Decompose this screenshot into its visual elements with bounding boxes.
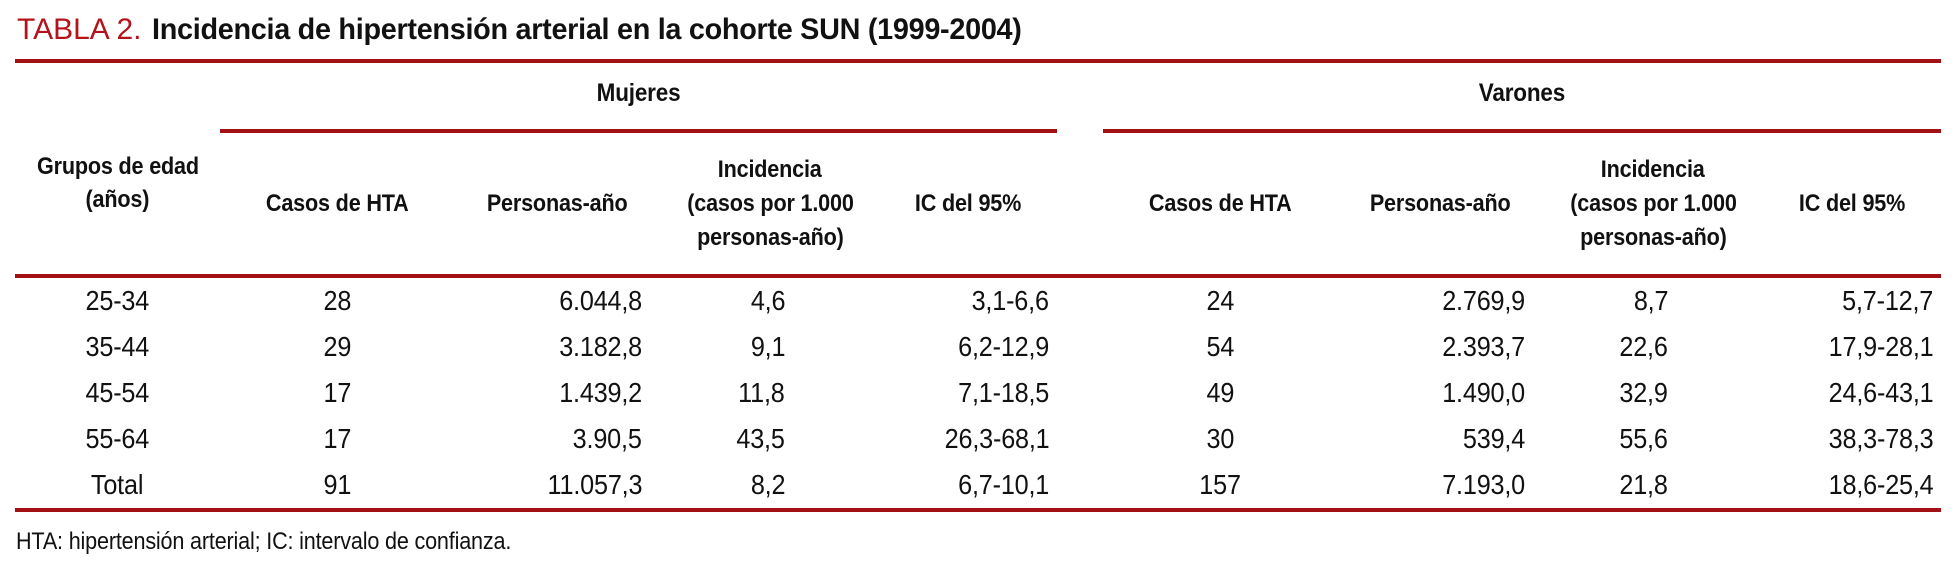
cell-varones-incidencia: 55,6 (1619, 423, 1669, 454)
cell-mujeres-casos: 28 (323, 285, 352, 316)
footnote-text: HTA: hipertensión arterial; IC: interval… (16, 528, 512, 555)
cell-mujeres-incidencia: 11,8 (738, 377, 786, 408)
col-header-label: (casos por 1.000 (1569, 189, 1737, 217)
cell-mujeres-personas: 3.90,5 (573, 423, 642, 454)
table-number-label: TABLA 2. (17, 12, 142, 46)
col-header-label: Personas-año (487, 189, 628, 217)
cell-age-group: 35-44 (85, 331, 150, 362)
cell-varones-incidencia: 22,6 (1619, 331, 1669, 362)
cell-varones-ic: 17,9-28,1 (1828, 331, 1934, 362)
cell-mujeres-ic: 3,1-6,6 (971, 285, 1050, 316)
cell-gap (1057, 324, 1103, 370)
cell-varones-incidencia: 21,8 (1619, 469, 1669, 500)
group-gap (1057, 63, 1104, 278)
cell-varones-personas: 539,4 (1462, 423, 1526, 454)
cell-age-group: 45-54 (85, 377, 150, 408)
table-title: TABLA 2. Incidencia de hipertensión arte… (15, 0, 1941, 59)
age-header-line2: (años) (85, 185, 150, 213)
cell-mujeres-personas: 6.044,8 (559, 285, 642, 316)
cell-mujeres-incidencia: 8,2 (750, 469, 786, 500)
cell-varones-ic: 38,3-78,3 (1828, 423, 1934, 454)
cell-varones-ic: 5,7-12,7 (1842, 285, 1934, 316)
col-header-label: personas-año) (1579, 223, 1727, 251)
group-header-row: Grupos de edad (años) Mujeres Varones (15, 63, 1942, 278)
group-header-varones: Varones (1103, 63, 1942, 133)
cell-mujeres-ic: 6,2-12,9 (957, 331, 1050, 362)
col-header-mujeres-personas: Personas-año (455, 131, 660, 278)
cell-varones-personas: 1.490,0 (1442, 377, 1526, 408)
cell-age-group: 55-64 (85, 423, 150, 454)
col-header-varones-incidencia: Incidencia (casos por 1.000 personas-año… (1543, 131, 1764, 278)
cell-varones-casos: 157 (1199, 469, 1242, 500)
cell-varones-personas: 2.393,7 (1442, 331, 1526, 362)
col-header-label: Casos de HTA (1149, 189, 1292, 217)
cell-varones-casos: 54 (1206, 331, 1235, 362)
col-header-mujeres-casos: Casos de HTA (220, 131, 455, 278)
col-header-mujeres-incidencia: Incidencia (casos por 1.000 personas-año… (660, 131, 880, 278)
group-label-mujeres: Mujeres (596, 78, 681, 107)
cell-gap (1057, 370, 1103, 416)
col-header-varones-casos: Casos de HTA (1103, 131, 1339, 278)
cell-varones-personas: 7.193,0 (1442, 469, 1526, 500)
cell-varones-personas: 2.769,9 (1442, 285, 1526, 316)
col-header-mujeres-ic: IC del 95% (880, 131, 1058, 278)
cell-varones-ic: 18,6-25,4 (1828, 469, 1934, 500)
col-header-varones-ic: IC del 95% (1763, 131, 1942, 278)
age-header-line1: Grupos de edad (36, 152, 199, 180)
cell-age-group: 25-34 (85, 285, 150, 316)
table-row: 35-44 29 3.182,8 9,1 6,2-12,9 54 2.393,7… (15, 324, 1941, 370)
cell-mujeres-incidencia: 4,6 (750, 285, 786, 316)
incidence-table: Grupos de edad (años) Mujeres Varones Ca… (15, 63, 1942, 512)
cell-varones-incidencia: 32,9 (1619, 377, 1669, 408)
table-row: Total 91 11.057,3 8,2 6,7-10,1 157 7.193… (15, 462, 1941, 510)
col-header-label: (casos por 1.000 (686, 189, 854, 217)
table-body: 25-34 28 6.044,8 4,6 3,1-6,6 24 2.769,9 … (15, 276, 1941, 510)
cell-mujeres-casos: 29 (323, 331, 352, 362)
cell-gap (1057, 276, 1103, 324)
col-header-label: personas-año) (696, 223, 844, 251)
group-header-mujeres: Mujeres (220, 63, 1058, 133)
cell-mujeres-casos: 91 (323, 469, 352, 500)
cell-age-group: Total (91, 469, 144, 500)
col-header-label: IC del 95% (915, 189, 1022, 217)
article-table-figure: TABLA 2. Incidencia de hipertensión arte… (15, 0, 1942, 556)
cell-mujeres-personas: 3.182,8 (559, 331, 642, 362)
cell-mujeres-incidencia: 43,5 (736, 423, 786, 454)
cell-mujeres-ic: 6,7-10,1 (957, 469, 1050, 500)
table-header: Grupos de edad (años) Mujeres Varones Ca… (15, 63, 1942, 278)
table-footnote: HTA: hipertensión arterial; IC: interval… (15, 512, 1941, 556)
cell-mujeres-ic: 26,3-68,1 (944, 423, 1050, 454)
col-header-label: Casos de HTA (266, 189, 409, 217)
cell-mujeres-casos: 17 (323, 423, 352, 454)
table-row: 45-54 17 1.439,2 11,8 7,1-18,5 49 1.490,… (15, 370, 1941, 416)
cell-mujeres-personas: 11.057,3 (547, 469, 642, 500)
cell-varones-ic: 24,6-43,1 (1828, 377, 1934, 408)
cell-varones-casos: 24 (1206, 285, 1235, 316)
cell-mujeres-personas: 1.439,2 (559, 377, 642, 408)
group-label-varones: Varones (1478, 78, 1566, 107)
cell-mujeres-casos: 17 (323, 377, 352, 408)
column-header-row: Casos de HTA Personas-año Incidencia (ca… (15, 131, 1942, 278)
col-header-label: Personas-año (1370, 189, 1511, 217)
table-row: 55-64 17 3.90,5 43,5 26,3-68,1 30 539,4 … (15, 416, 1941, 462)
col-header-label: Incidencia (1601, 155, 1705, 183)
col-header-varones-personas: Personas-año (1338, 131, 1544, 278)
table-title-text: Incidencia de hipertensión arterial en l… (151, 12, 1022, 46)
table-row: 25-34 28 6.044,8 4,6 3,1-6,6 24 2.769,9 … (15, 276, 1941, 324)
cell-varones-incidencia: 8,7 (1633, 285, 1669, 316)
col-header-label: IC del 95% (1798, 189, 1906, 217)
cell-gap (1057, 416, 1103, 462)
cell-mujeres-incidencia: 9,1 (750, 331, 786, 362)
cell-varones-casos: 30 (1206, 423, 1235, 454)
cell-varones-casos: 49 (1206, 377, 1235, 408)
cell-mujeres-ic: 7,1-18,5 (957, 377, 1050, 408)
age-group-column-header: Grupos de edad (años) (15, 63, 220, 278)
cell-gap (1057, 462, 1103, 510)
col-header-label: Incidencia (718, 155, 822, 183)
top-rule (15, 59, 1941, 63)
